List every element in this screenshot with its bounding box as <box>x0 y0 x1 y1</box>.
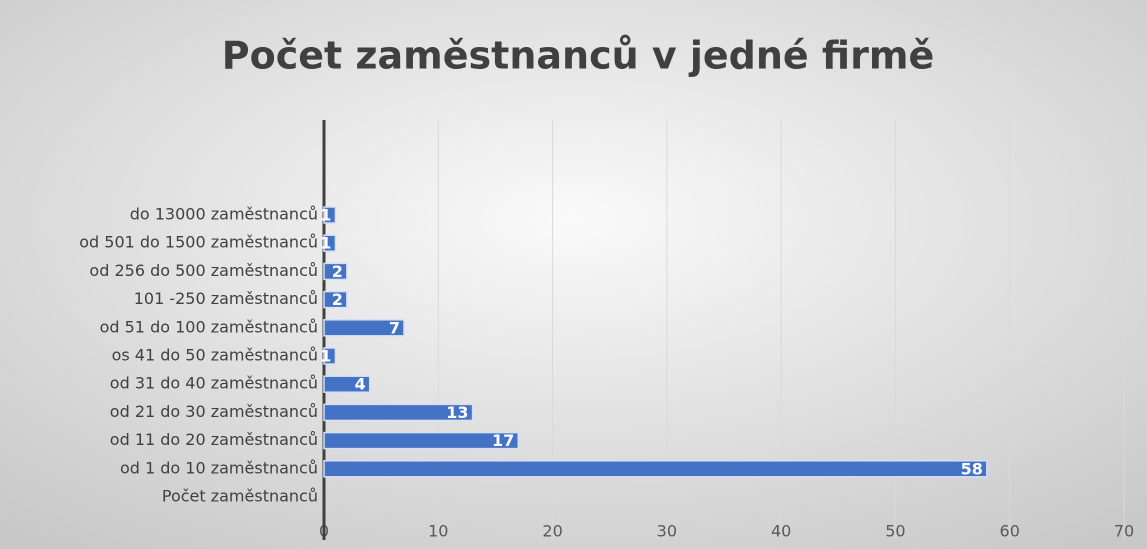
data-label: 7 <box>389 318 400 337</box>
y-tick-label: od 31 do 40 zaměstnanců <box>110 374 318 393</box>
bar <box>323 234 337 252</box>
bar <box>323 290 348 309</box>
data-label: 1 <box>320 234 331 253</box>
x-tick-label: 60 <box>1000 522 1020 541</box>
x-tick-label: 30 <box>657 522 677 541</box>
y-tick-label: od 51 do 100 zaměstnanců <box>100 317 318 336</box>
y-tick-label: od 501 do 1500 zaměstnanců <box>79 233 318 252</box>
y-tick-label: os 41 do 50 zaměstnanců <box>112 346 318 365</box>
x-tick-label: 10 <box>428 522 448 541</box>
x-tick-label: 50 <box>885 522 905 541</box>
data-label: 4 <box>355 375 366 394</box>
y-tick-label: od 21 do 30 zaměstnanců <box>110 402 318 421</box>
chart-title: Počet zaměstnanců v jedné firmě <box>222 34 934 78</box>
bar <box>323 319 405 337</box>
bar <box>323 206 337 224</box>
y-tick-label: od 1 do 10 zaměstnanců <box>120 458 318 477</box>
x-tick-label: 40 <box>771 522 791 541</box>
y-tick-label: Počet zaměstnanců <box>162 487 318 506</box>
bar <box>323 375 371 393</box>
y-tick-label: od 256 do 500 zaměstnanců <box>89 261 318 280</box>
y-tick-label: od 11 do 20 zaměstnanců <box>110 430 318 449</box>
data-label: 2 <box>332 290 343 309</box>
y-tick-label: do 13000 zaměstnanců <box>130 205 318 224</box>
x-tick-label: 20 <box>542 522 562 541</box>
bar <box>323 262 348 281</box>
bar <box>323 460 988 478</box>
data-label: 1 <box>320 206 331 225</box>
bar <box>323 403 474 422</box>
data-label: 17 <box>492 431 514 450</box>
bar <box>323 347 337 365</box>
data-label: 1 <box>320 347 331 366</box>
bar <box>323 431 520 450</box>
y-tick-label: 101 -250 zaměstnanců <box>134 289 318 308</box>
data-label: 58 <box>961 459 983 478</box>
data-label: 13 <box>446 403 468 422</box>
data-label: 2 <box>332 262 343 281</box>
x-tick-label: 70 <box>1114 522 1134 541</box>
